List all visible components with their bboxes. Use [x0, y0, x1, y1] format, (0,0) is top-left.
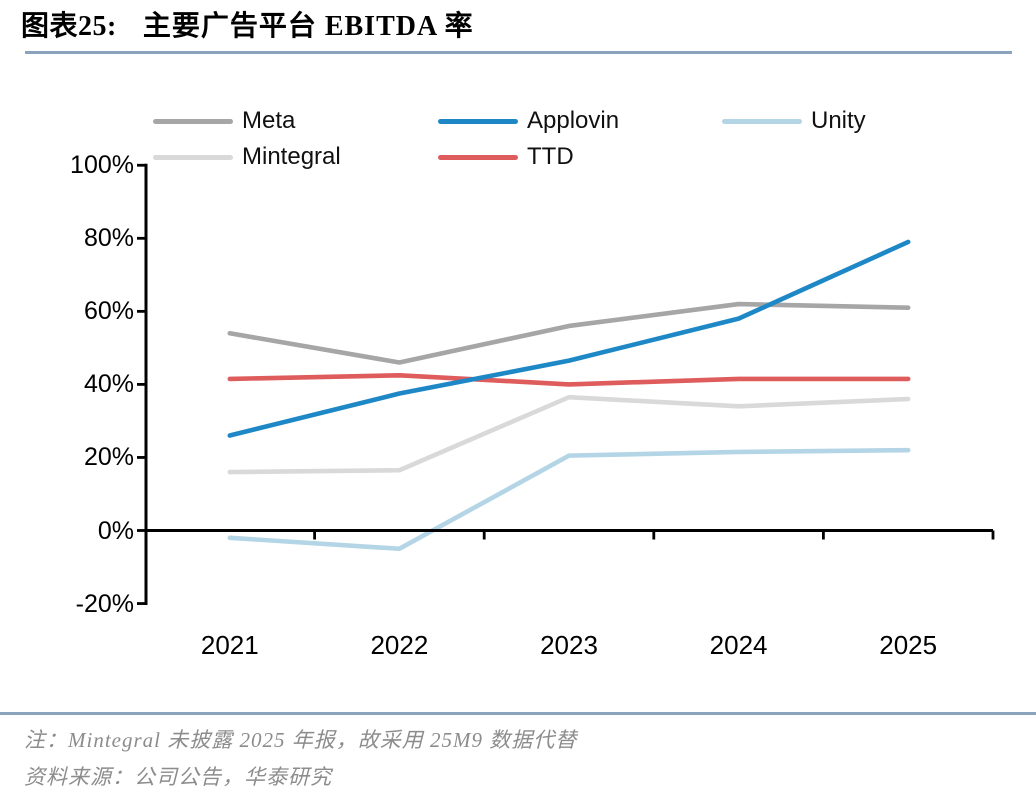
footer-separator-rule	[0, 712, 1036, 715]
legend-label-applovin: Applovin	[527, 107, 620, 134]
legend-label-mintegral: Mintegral	[242, 143, 341, 170]
x-tick-label: 2021	[200, 630, 259, 660]
legend-label-ttd: TTD	[527, 143, 574, 170]
x-tick-label: 2025	[879, 630, 938, 660]
y-tick-label: 100%	[70, 151, 134, 180]
series-line-ttd	[227, 372, 911, 387]
y-tick-label: 40%	[83, 370, 134, 399]
series-line-unity	[227, 447, 911, 552]
title-underline-rule	[25, 51, 1012, 54]
source-note: 资料来源：公司公告，华泰研究	[24, 765, 332, 789]
legend-item-applovin: Applovin	[438, 106, 619, 136]
legend-item-meta: Meta	[153, 106, 295, 136]
legend-swatch-mintegral	[153, 154, 233, 160]
x-tick-label: 2022	[370, 630, 429, 660]
legend-item-unity: Unity	[722, 106, 866, 136]
legend-item-mintegral: Mintegral	[153, 142, 341, 172]
legend: Meta Applovin Unity Mintegral TTD	[0, 0, 1036, 180]
figure-title-text: 主要广告平台 EBITDA 率	[142, 11, 474, 42]
legend-swatch-unity	[722, 118, 802, 124]
y-tick-label: -20%	[75, 589, 134, 618]
y-tick-label: 20%	[83, 443, 134, 472]
footnote: 注：Mintegral 未披露 2025 年报，故采用 25M9 数据代替	[24, 728, 578, 752]
y-tick-label: 60%	[83, 297, 134, 326]
legend-swatch-meta	[153, 118, 233, 124]
legend-label-meta: Meta	[242, 107, 296, 134]
y-tick-label: 80%	[83, 224, 134, 253]
legend-label-unity: Unity	[811, 107, 866, 134]
y-tick-label: 0%	[97, 516, 134, 545]
x-tick-label: 2024	[709, 630, 768, 660]
series-line-meta	[227, 301, 911, 365]
x-tick-label: 2023	[540, 630, 598, 660]
series-line-applovin	[227, 239, 911, 438]
legend-swatch-applovin	[438, 118, 518, 124]
series-line-mintegral	[227, 394, 911, 475]
figure-label: 图表25:	[21, 11, 117, 42]
figure-title: 图表25: 主要广告平台 EBITDA 率	[21, 10, 474, 44]
legend-swatch-ttd	[438, 154, 518, 160]
legend-item-ttd: TTD	[438, 142, 574, 172]
